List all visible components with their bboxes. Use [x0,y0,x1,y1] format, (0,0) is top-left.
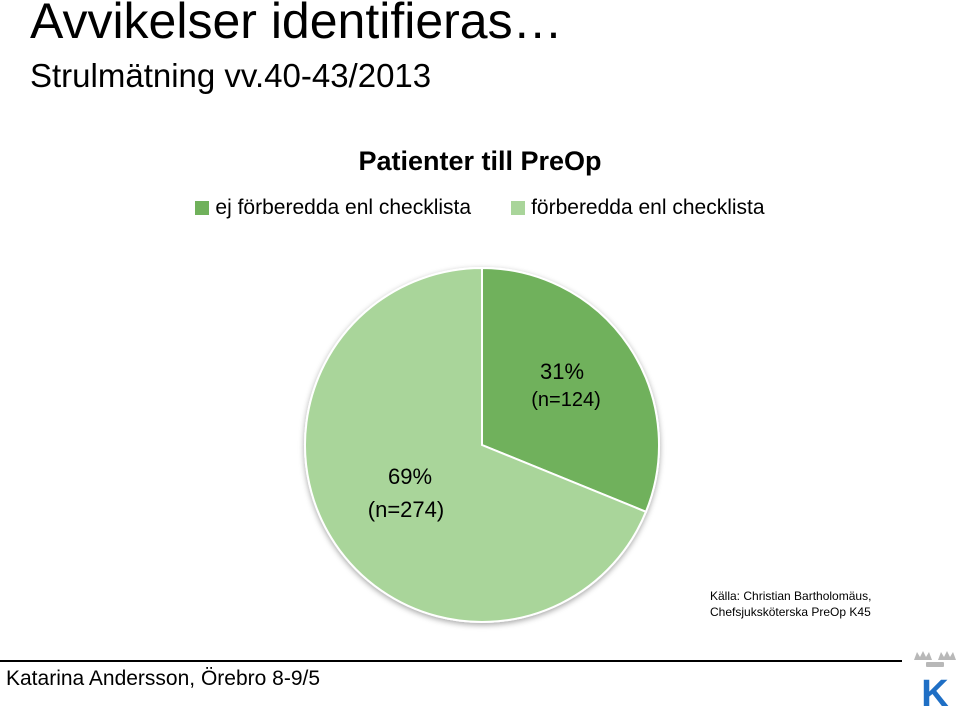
legend-label-ej-forberedda: ej förberedda enl checklista [215,196,472,219]
pie-slices [304,266,660,623]
legend-item-forberedda: förberedda enl checklista [511,196,765,220]
pie-slice-0 [481,266,660,514]
source-line-2: Chefsjuksköterska PreOp K45 [710,605,871,619]
slice-0-percent-label: 31% [540,359,584,384]
chart-title: Patienter till PreOp [358,146,602,176]
logo-letter: K [921,673,949,708]
legend-swatch-ej-forberedda [195,201,210,215]
slide-title: Avvikelser identifieras… [30,0,563,49]
source-line-1: Källa: Christian Bartholomäus, [710,589,872,603]
slice-0-count-label: (n=124) [531,389,601,411]
legend-label-forberedda: förberedda enl checklista [531,196,765,219]
crown-icon [914,651,956,667]
logo-k-icon: K [914,651,956,708]
chart-legend: ej förberedda enl checklista förberedda … [0,196,960,220]
slide-subtitle: Strulmätning vv.40-43/2013 [30,57,432,94]
footer-divider [0,660,902,662]
footer-text: Katarina Andersson, Örebro 8-9/5 [6,667,321,690]
slice-1-count-label: (n=274) [368,497,444,522]
legend-swatch-forberedda [511,201,526,215]
legend-item-ej-forberedda: ej förberedda enl checklista [195,196,471,220]
slice-1-percent-label: 69% [388,464,432,489]
pie-slice-1 [304,266,648,623]
source-note: Källa: Christian Bartholomäus, Chefsjuks… [710,588,871,620]
